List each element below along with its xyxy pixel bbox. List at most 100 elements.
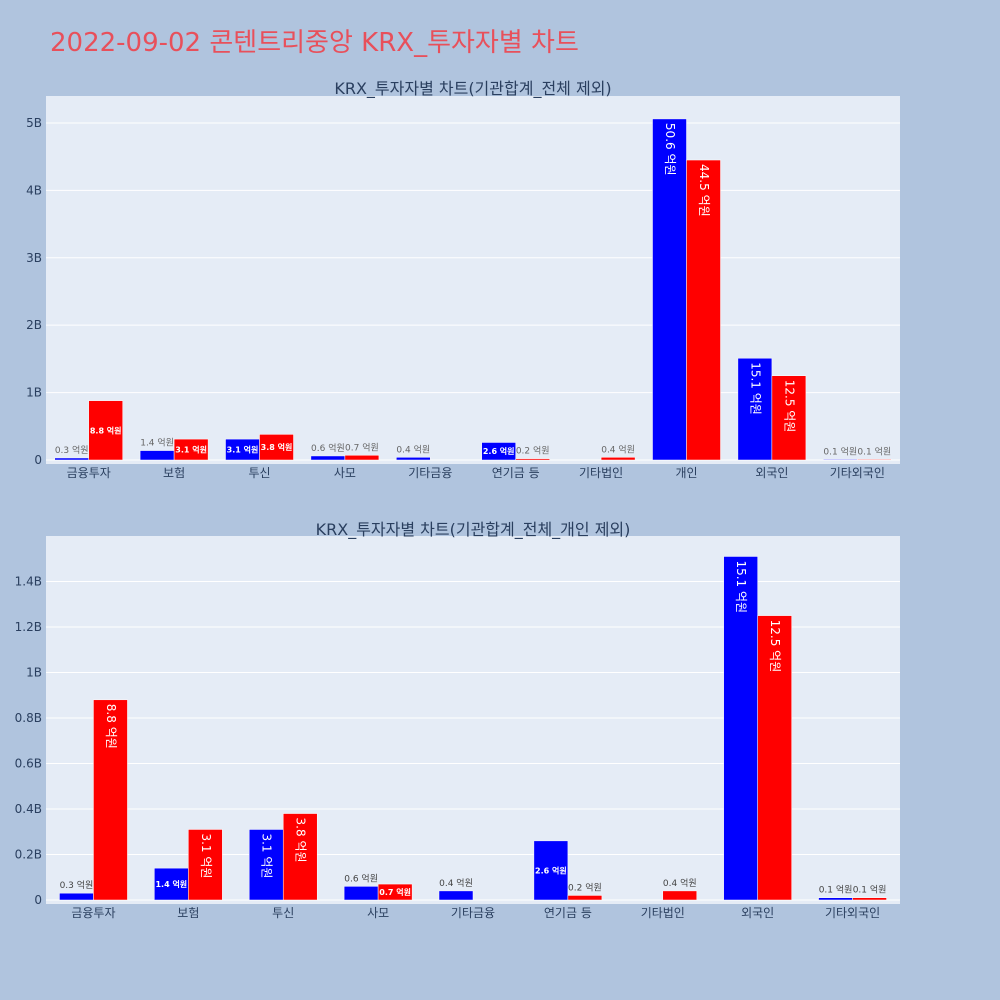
data-label: 3.1 억원 [199, 833, 213, 878]
x-tick-label: 기타법인 [641, 906, 685, 920]
y-tick-label: 5B [26, 116, 42, 130]
x-tick-label: 금융투자 [67, 466, 111, 480]
bar-red [282, 813, 318, 901]
data-label: 15.1 억원 [748, 362, 762, 415]
data-label: 0.7 억원 [379, 887, 411, 897]
data-label: 12.5 억원 [768, 620, 782, 673]
data-label: 50.6 억원 [663, 123, 677, 176]
data-label: 0.6 억원 [311, 442, 345, 454]
x-tick-label: 연기금 등 [544, 906, 592, 920]
y-tick-label: 0.4B [15, 802, 42, 816]
data-label: 3.1 억원 [175, 445, 207, 455]
x-tick-label: 투신 [272, 906, 294, 920]
x-tick-label: 사모 [334, 466, 356, 480]
bar-red [377, 883, 413, 901]
data-label: 0.2 억원 [516, 445, 550, 457]
bar-red [188, 829, 223, 901]
data-label: 1.4 억원 [155, 879, 187, 889]
data-label: 0.7 억원 [345, 441, 379, 453]
data-label: 3.1 억원 [227, 445, 259, 455]
y-tick-label: 1.4B [15, 575, 42, 589]
data-label: 0.1 억원 [853, 884, 887, 896]
bar-blue [533, 840, 569, 901]
x-tick-label: 보험 [163, 466, 185, 480]
data-label: 0.4 억원 [396, 443, 430, 455]
data-label: 0.3 억원 [60, 879, 94, 891]
page-title: 2022-09-02 콘텐트리중앙 KRX_투자자별 차트 [50, 28, 579, 58]
data-label: 15.1 억원 [734, 560, 748, 613]
x-tick-label: 개인 [675, 466, 697, 480]
bar-red [771, 375, 807, 461]
data-label: 8.8 억원 [90, 425, 122, 435]
x-tick-label: 기타금융 [408, 466, 452, 480]
bar-blue [818, 897, 853, 901]
x-tick-label: 연기금 등 [492, 466, 540, 480]
data-label: 0.4 억원 [439, 877, 473, 889]
data-label: 0.6 억원 [344, 872, 378, 884]
bar-red [259, 434, 294, 461]
data-label: 2.6 억원 [483, 446, 515, 456]
y-tick-label: 0 [34, 893, 42, 907]
bar-blue [737, 357, 773, 461]
chart-title: KRX_투자자별 차트(기관합계_전체_개인 제외) [316, 520, 631, 540]
bar-red [857, 459, 892, 461]
bar-blue [54, 457, 89, 461]
chart-title: KRX_투자자별 차트(기관합계_전체 제외) [334, 79, 611, 99]
x-tick-label: 기타외국인 [830, 466, 885, 480]
bar-red [686, 159, 721, 461]
x-tick-label: 기타외국인 [825, 906, 880, 920]
bar-blue [154, 867, 189, 901]
bar-red [600, 457, 636, 461]
y-tick-label: 0 [34, 453, 42, 467]
bar-blue [310, 455, 346, 461]
x-tick-label: 사모 [367, 906, 389, 920]
bar-blue [481, 442, 516, 461]
x-tick-label: 기타금융 [451, 906, 495, 920]
bar-red [852, 897, 887, 901]
bar-blue [723, 556, 758, 901]
y-tick-label: 0.2B [15, 848, 42, 862]
bar-blue [823, 459, 858, 461]
bar-blue [59, 892, 94, 901]
bar-red [344, 455, 380, 461]
bar-blue [396, 457, 431, 461]
data-label: 0.4 억원 [601, 443, 635, 455]
x-tick-label: 외국인 [741, 906, 774, 920]
x-tick-label: 보험 [177, 906, 199, 920]
data-label: 3.8 억원 [261, 442, 293, 452]
y-tick-label: 0.8B [15, 711, 42, 725]
data-label: 0.1 억원 [819, 884, 853, 896]
data-label: 3.1 억원 [260, 833, 274, 878]
bar-red [567, 895, 603, 901]
data-label: 0.2 억원 [568, 881, 602, 893]
x-tick-label: 투신 [248, 466, 270, 480]
data-label: 0.3 억원 [55, 444, 89, 456]
data-label: 0.1 억원 [823, 445, 857, 457]
y-tick-label: 4B [26, 183, 42, 197]
bar-red [662, 890, 698, 901]
bar-blue [652, 118, 687, 461]
x-tick-label: 외국인 [755, 466, 788, 480]
data-label: 8.8 억원 [104, 704, 118, 749]
data-label: 3.8 억원 [294, 818, 308, 863]
x-tick-label: 기타법인 [579, 466, 623, 480]
data-label: 2.6 억원 [535, 865, 567, 875]
y-tick-label: 1B [26, 666, 42, 680]
data-label: 0.4 억원 [663, 877, 697, 889]
y-tick-label: 1B [26, 386, 42, 400]
bar-blue [343, 886, 379, 901]
bar-red [515, 458, 550, 461]
bar-blue [139, 450, 175, 461]
bar-red [757, 615, 792, 901]
data-label: 44.5 억원 [697, 164, 711, 217]
bar-red [88, 400, 123, 461]
bar-blue [438, 890, 474, 901]
y-tick-label: 1.2B [15, 620, 42, 634]
data-label: 0.1 억원 [857, 445, 891, 457]
data-label: 12.5 억원 [782, 380, 796, 433]
bar-red [93, 699, 128, 901]
data-label: 1.4 억원 [140, 437, 174, 449]
bar-red [173, 438, 209, 461]
y-tick-label: 2B [26, 318, 42, 332]
